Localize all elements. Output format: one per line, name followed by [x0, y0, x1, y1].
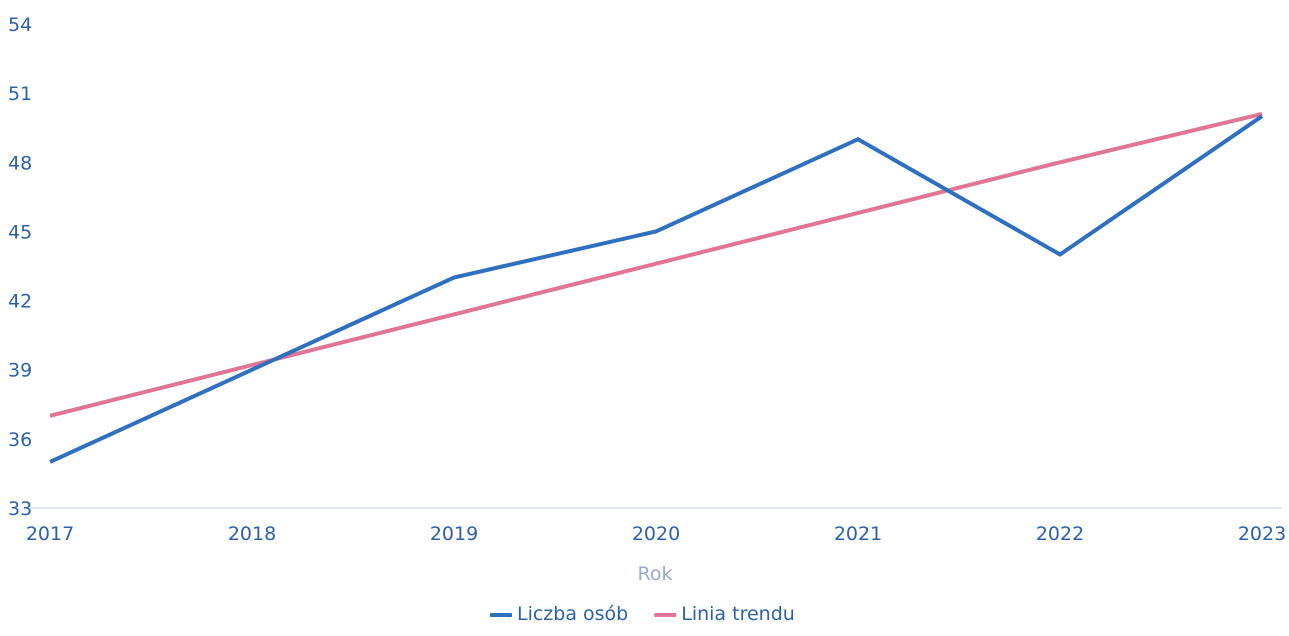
legend-swatch — [490, 613, 512, 617]
series-layer — [50, 114, 1262, 462]
legend-label: Liczba osób — [517, 603, 628, 625]
x-tick-label: 2021 — [834, 523, 882, 545]
y-tick-label: 42 — [8, 291, 32, 313]
y-tick-label: 45 — [8, 221, 32, 243]
legend-label: Linia trendu — [681, 603, 795, 625]
x-tick-label: 2018 — [228, 523, 276, 545]
legend-item-0[interactable]: Liczba osób — [490, 603, 628, 625]
x-tick-label: 2020 — [632, 523, 680, 545]
x-tick-label: 2022 — [1036, 523, 1084, 545]
y-axis-ticks: 33 36 39 42 45 48 51 54 — [8, 14, 32, 520]
x-tick-label: 2019 — [430, 523, 478, 545]
x-axis-ticks: 2017 2018 2019 2020 2021 2022 2023 — [26, 523, 1286, 545]
series-line-0 — [50, 116, 1262, 462]
x-tick-label: 2017 — [26, 523, 74, 545]
x-tick-label: 2023 — [1238, 523, 1286, 545]
y-tick-label: 48 — [8, 152, 32, 174]
x-axis-title: Rok — [638, 563, 673, 585]
series-line-1 — [50, 114, 1262, 416]
y-tick-label: 54 — [8, 14, 32, 36]
legend: Liczba osób Linia trendu — [490, 603, 795, 625]
legend-swatch — [654, 613, 676, 617]
y-tick-label: 36 — [8, 429, 32, 451]
y-tick-label: 39 — [8, 360, 32, 382]
y-tick-label: 51 — [8, 83, 32, 105]
y-tick-label: 33 — [8, 498, 32, 520]
legend-item-1[interactable]: Linia trendu — [654, 603, 795, 625]
